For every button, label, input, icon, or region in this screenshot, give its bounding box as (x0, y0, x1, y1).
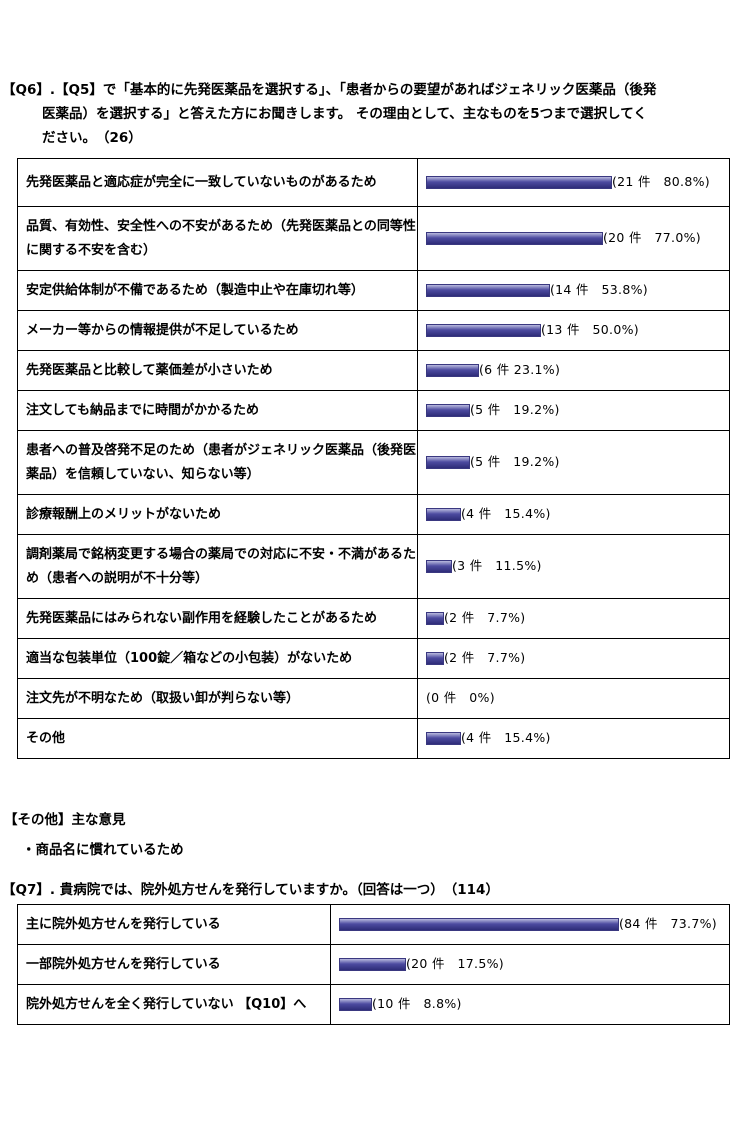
bar-cell: (5 件 19.2%) (417, 390, 730, 431)
table-row: 適当な包装単位（100錠／箱などの小包装）がないため (2 件 7.7%) (17, 638, 730, 679)
row-label: 先発医薬品と適応症が完全に一致していないものがあるため (17, 158, 418, 207)
bar (339, 917, 619, 931)
bar-cell: (2 件 7.7%) (417, 638, 730, 679)
bar-value: (2 件 7.7%) (444, 650, 526, 666)
bar (426, 455, 470, 469)
bar-cell: (20 件 77.0%) (417, 206, 730, 271)
q6-question-line2: 医薬品）を選択する」と答えた方にお聞きします。 その理由として、主なものを5つま… (42, 106, 647, 122)
bar-value: (4 件 15.4%) (461, 730, 551, 746)
table-row: 診療報酬上のメリットがないため (4 件 15.4%) (17, 494, 730, 535)
bar-value: (2 件 7.7%) (444, 610, 526, 626)
bar-cell: (20 件 17.5%) (330, 944, 730, 985)
row-label: メーカー等からの情報提供が不足しているため (17, 310, 418, 351)
row-label: 品質、有効性、安全性への不安があるため（先発医薬品との同等性に関する不安を含む） (17, 206, 418, 271)
table-row: 品質、有効性、安全性への不安があるため（先発医薬品との同等性に関する不安を含む）… (17, 206, 730, 271)
bar-value: (21 件 80.8%) (612, 174, 710, 190)
bar-cell: (84 件 73.7%) (330, 904, 730, 945)
row-label: その他 (17, 718, 418, 759)
bar-value: (3 件 11.5%) (452, 558, 542, 574)
row-label: 院外処方せんを全く発行していない 【Q10】へ (17, 984, 331, 1025)
bar (339, 957, 406, 971)
other-item: ・商品名に慣れているため (22, 842, 184, 858)
table-row: 先発医薬品と適応症が完全に一致していないものがあるため (21 件 80.8%) (17, 158, 730, 207)
bar (426, 323, 541, 337)
table-row: 院外処方せんを全く発行していない 【Q10】へ (10 件 8.8%) (17, 984, 730, 1025)
bar-value: (20 件 77.0%) (603, 230, 701, 246)
table-row: 先発医薬品にはみられない副作用を経験したことがあるため (2 件 7.7%) (17, 598, 730, 639)
bar (426, 611, 444, 625)
table-row: 注文先が不明なため（取扱い卸が判らない等） (0 件 0%) (17, 678, 730, 719)
table-row: 先発医薬品と比較して薬価差が小さいため (6 件 23.1%) (17, 350, 730, 391)
bar-value: (5 件 19.2%) (470, 402, 560, 418)
bar-cell: (10 件 8.8%) (330, 984, 730, 1025)
bar (426, 283, 550, 297)
table-row: 注文しても納品までに時間がかかるため (5 件 19.2%) (17, 390, 730, 431)
row-label: 適当な包装単位（100錠／箱などの小包装）がないため (17, 638, 418, 679)
bar-cell: (0 件 0%) (417, 678, 730, 719)
row-label: 安定供給体制が不備であるため（製造中止や在庫切れ等） (17, 270, 418, 311)
bar (339, 997, 372, 1011)
table-row: メーカー等からの情報提供が不足しているため (13 件 50.0%) (17, 310, 730, 351)
bar-cell: (21 件 80.8%) (417, 158, 730, 207)
table-row: 患者への普及啓発不足のため（患者がジェネリック医薬品（後発医薬品）を信頼していな… (17, 430, 730, 495)
row-label: 注文しても納品までに時間がかかるため (17, 390, 418, 431)
bar (426, 403, 470, 417)
row-label: 患者への普及啓発不足のため（患者がジェネリック医薬品（後発医薬品）を信頼していな… (17, 430, 418, 495)
bar-cell: (4 件 15.4%) (417, 494, 730, 535)
bar-value: (14 件 53.8%) (550, 282, 648, 298)
bar-cell: (6 件 23.1%) (417, 350, 730, 391)
bar-cell: (5 件 19.2%) (417, 430, 730, 495)
bar (426, 507, 461, 521)
row-label: 主に院外処方せんを発行している (17, 904, 331, 945)
row-label: 一部院外処方せんを発行している (17, 944, 331, 985)
bar-value: (6 件 23.1%) (479, 362, 561, 378)
q7-table: 主に院外処方せんを発行している (84 件 73.7%) 一部院外処方せんを発行して… (17, 904, 730, 1025)
bar-cell: (14 件 53.8%) (417, 270, 730, 311)
q6-question: 【Q6】.【Q5】で「基本的に先発医薬品を選択する」、「患者からの要望があればジ… (2, 78, 656, 150)
bar (426, 731, 461, 745)
q7-question: 【Q7】. 貴病院では、院外処方せんを発行していますか。（回答は一つ） （114… (2, 882, 499, 898)
bar-cell: (3 件 11.5%) (417, 534, 730, 599)
bar-value: (5 件 19.2%) (470, 454, 560, 470)
bar-value: (10 件 8.8%) (372, 996, 462, 1012)
table-row: 安定供給体制が不備であるため（製造中止や在庫切れ等） (14 件 53.8%) (17, 270, 730, 311)
row-label: 調剤薬局で銘柄変更する場合の薬局での対応に不安・不満があるため（患者への説明が不… (17, 534, 418, 599)
row-label: 先発医薬品にはみられない副作用を経験したことがあるため (17, 598, 418, 639)
table-row: 一部院外処方せんを発行している (20 件 17.5%) (17, 944, 730, 985)
bar (426, 175, 612, 189)
table-row: 主に院外処方せんを発行している (84 件 73.7%) (17, 904, 730, 945)
other-heading: 【その他】主な意見 (4, 812, 126, 828)
bar-value: (84 件 73.7%) (619, 916, 717, 932)
bar-value: (13 件 50.0%) (541, 322, 639, 338)
bar-cell: (13 件 50.0%) (417, 310, 730, 351)
table-row: 調剤薬局で銘柄変更する場合の薬局での対応に不安・不満があるため（患者への説明が不… (17, 534, 730, 599)
q6-question-line3: ださい。 （26） (42, 130, 142, 146)
bar (426, 231, 603, 245)
bar (426, 651, 444, 665)
bar-value: (0 件 0%) (426, 690, 495, 706)
bar (426, 363, 479, 377)
bar (426, 559, 452, 573)
table-row: その他 (4 件 15.4%) (17, 718, 730, 759)
row-label: 診療報酬上のメリットがないため (17, 494, 418, 535)
bar-cell: (4 件 15.4%) (417, 718, 730, 759)
row-label: 先発医薬品と比較して薬価差が小さいため (17, 350, 418, 391)
bar-value: (4 件 15.4%) (461, 506, 551, 522)
bar-cell: (2 件 7.7%) (417, 598, 730, 639)
row-label: 注文先が不明なため（取扱い卸が判らない等） (17, 678, 418, 719)
q6-question-line1: 【Q6】.【Q5】で「基本的に先発医薬品を選択する」、「患者からの要望があればジ… (2, 82, 657, 98)
bar-value: (20 件 17.5%) (406, 956, 504, 972)
q6-table: 先発医薬品と適応症が完全に一致していないものがあるため (21 件 80.8%) 品… (17, 158, 730, 759)
